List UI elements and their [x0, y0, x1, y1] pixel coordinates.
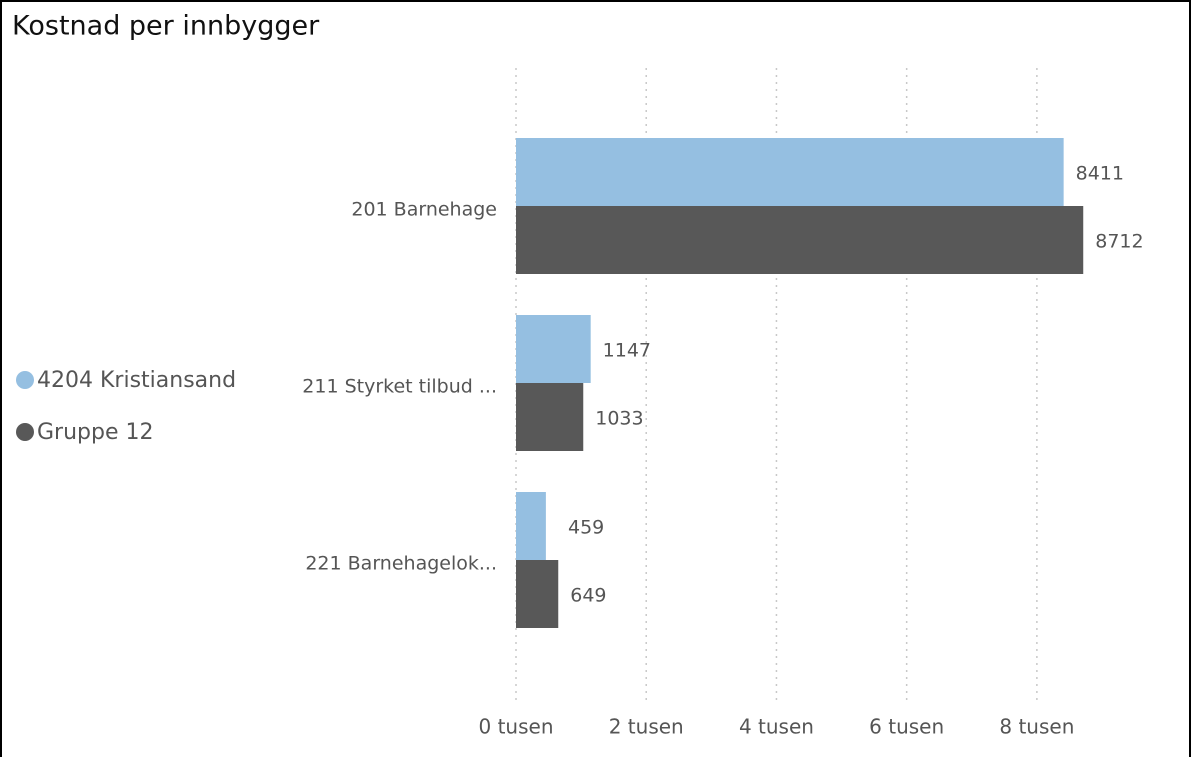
legend-label: Gruppe 12	[37, 420, 154, 445]
y-tick-label: 201 Barnehage	[351, 199, 497, 221]
legend-label: 4204 Kristiansand	[37, 368, 236, 393]
bar	[516, 206, 1084, 274]
x-tick-label: 0 tusen	[479, 715, 554, 739]
x-tick-label: 2 tusen	[609, 715, 684, 739]
bar	[516, 383, 584, 451]
y-tick-label: 221 Barnehagelok...	[305, 553, 497, 575]
data-label: 1033	[595, 408, 643, 430]
data-label: 459	[568, 517, 604, 539]
x-tick-label: 8 tusen	[999, 715, 1074, 739]
legend-marker	[16, 371, 34, 389]
bar	[516, 315, 591, 383]
data-label: 8411	[1076, 163, 1124, 185]
data-label: 8712	[1095, 231, 1143, 253]
data-label: 649	[570, 585, 606, 607]
bar	[516, 138, 1064, 206]
x-tick-label: 4 tusen	[739, 715, 814, 739]
bar	[516, 492, 546, 560]
y-tick-label: 211 Styrket tilbud ...	[302, 376, 497, 398]
x-tick-label: 6 tusen	[869, 715, 944, 739]
legend-marker	[16, 423, 34, 441]
bar	[516, 560, 559, 628]
chart-title: Kostnad per innbygger	[12, 11, 320, 42]
data-label: 1147	[603, 340, 651, 362]
